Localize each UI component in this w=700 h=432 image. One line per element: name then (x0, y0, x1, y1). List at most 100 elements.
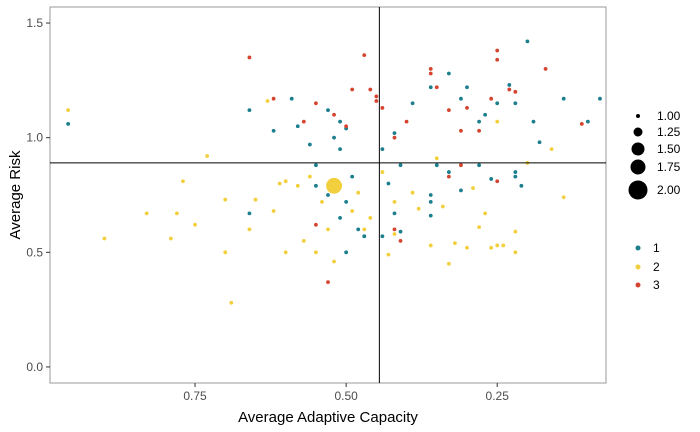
data-point-group-3 (368, 87, 373, 92)
data-point-group-3 (507, 87, 512, 92)
data-point-group-1 (525, 39, 530, 44)
data-point-group-1 (344, 250, 349, 255)
data-point-group-2 (265, 99, 270, 103)
data-point-group-3 (465, 105, 469, 110)
data-point-group-1 (465, 85, 469, 90)
color-legend-key (635, 245, 641, 251)
data-point-group-2 (326, 177, 342, 194)
y-tick-label: 1.5 (26, 16, 43, 30)
data-point-group-1 (307, 142, 312, 147)
data-point-group-1 (344, 199, 349, 204)
data-point-group-1 (289, 96, 294, 101)
data-point-group-1 (446, 170, 451, 174)
color-legend-label: 3 (653, 278, 660, 292)
data-point-group-2 (168, 236, 173, 241)
data-point-group-2 (223, 197, 228, 202)
data-point-group-1 (338, 119, 342, 124)
data-point-group-2 (392, 199, 397, 204)
data-point-group-1 (537, 140, 542, 145)
axis-ticks: 0.75 0.50 0.25 0.0 0.5 1.0 1.5 (26, 16, 509, 403)
data-point-group-3 (428, 67, 433, 71)
data-point-group-1 (598, 96, 602, 101)
data-point-group-2 (314, 250, 318, 255)
data-point-group-3 (404, 119, 409, 124)
data-point-group-2 (465, 245, 469, 250)
data-point-group-1 (380, 234, 385, 239)
data-point-group-1 (561, 96, 566, 101)
data-point-group-3 (247, 55, 252, 60)
data-point-group-3 (374, 99, 379, 103)
data-point-group-1 (392, 131, 397, 135)
data-point-group-3 (495, 48, 500, 53)
data-point-group-2 (193, 222, 197, 227)
data-point-group-2 (283, 179, 288, 184)
data-point-group-3 (428, 71, 433, 76)
data-point-group-2 (295, 183, 300, 188)
size-legend: 1.00 1.25 1.50 1.75 2.00 (628, 109, 681, 200)
data-point-group-1 (392, 211, 397, 216)
data-point-group-1 (446, 71, 451, 76)
data-point-group-3 (513, 89, 518, 94)
data-point-group-2 (362, 227, 367, 232)
data-point-group-1 (326, 108, 330, 113)
data-point-group-2 (175, 211, 179, 216)
data-point-group-1 (314, 163, 318, 168)
data-point-group-2 (380, 170, 385, 174)
data-point-group-2 (368, 216, 373, 220)
color-legend-label: 1 (653, 241, 660, 255)
data-point-group-3 (495, 179, 500, 184)
data-point-group-2 (471, 186, 475, 191)
data-point-group-1 (314, 183, 318, 188)
data-point-group-1 (428, 85, 433, 90)
data-point-group-1 (338, 216, 342, 220)
x-tick-label: 0.25 (486, 389, 510, 403)
data-point-group-2 (247, 227, 252, 232)
data-point-group-1 (585, 119, 590, 124)
data-point-group-2 (446, 261, 451, 266)
data-point-group-1 (483, 112, 488, 117)
color-legend-label: 2 (653, 260, 660, 274)
color-legend-key (635, 282, 641, 288)
data-point-group-2 (513, 229, 518, 234)
data-point-group-3 (301, 119, 306, 124)
data-point-group-2 (144, 211, 149, 216)
data-point-group-3 (398, 238, 403, 243)
data-point-group-3 (271, 96, 276, 101)
data-point-group-1 (332, 135, 336, 140)
data-point-group-1 (386, 181, 391, 186)
x-tick-label: 0.75 (183, 389, 207, 403)
data-point-group-2 (392, 232, 397, 236)
data-point-group-2 (410, 190, 415, 195)
data-point-group-2 (205, 154, 210, 158)
data-point-group-2 (253, 197, 258, 202)
data-point-group-2 (477, 225, 481, 229)
data-point-group-3 (380, 105, 385, 110)
data-point-group-3 (459, 128, 463, 133)
data-point-group-1 (519, 183, 524, 188)
data-point-group-1 (434, 163, 439, 168)
data-point-group-1 (513, 101, 518, 106)
y-tick-label: 1.0 (26, 131, 43, 145)
data-point-group-2 (513, 250, 518, 255)
data-point-group-2 (283, 250, 288, 255)
data-point-group-2 (307, 174, 312, 179)
data-point-group-2 (102, 236, 107, 241)
data-point-group-3 (495, 57, 500, 62)
data-point-group-2 (181, 179, 185, 184)
data-point-group-1 (428, 199, 433, 204)
size-legend-label: 1.00 (657, 109, 681, 123)
data-point-group-1 (380, 147, 385, 152)
data-point-group-1 (247, 108, 252, 113)
data-point-group-2 (320, 199, 324, 204)
data-point-group-2 (489, 245, 494, 250)
data-point-group-3 (374, 94, 379, 99)
data-point-group-1 (271, 128, 276, 133)
data-point-group-3 (446, 108, 451, 113)
data-point-group-1 (356, 227, 361, 232)
data-point-group-1 (495, 101, 500, 106)
data-point-group-1 (428, 193, 433, 197)
size-legend-label: 1.50 (657, 142, 681, 156)
y-axis-title: Average Risk (7, 150, 24, 239)
data-point-group-2 (549, 147, 554, 152)
